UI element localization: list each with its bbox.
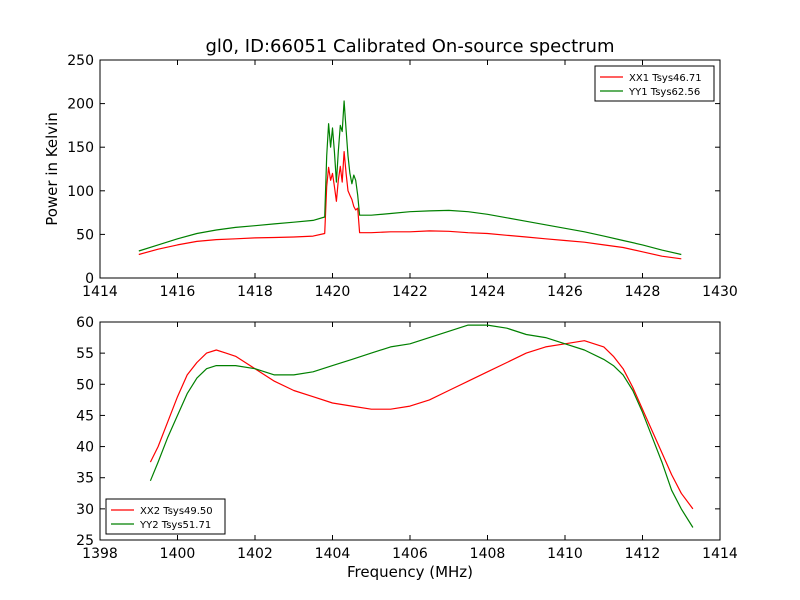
series-line-yy1 — [138, 100, 682, 256]
x-tick-label: 1410 — [547, 546, 583, 562]
x-tick-label: 1422 — [392, 284, 428, 300]
top-plot: 1414 1416 1418 1420 1422 1424 1426 1428 1430 0 50 1… — [67, 53, 738, 300]
legend-label: YY1 Tsys62.56 — [628, 87, 700, 98]
x-tick-label: 1424 — [470, 284, 506, 300]
bottom-plot: 1398 1400 1402 1404 1406 1408 1410 1412 1414 25 30… — [76, 315, 738, 562]
x-tick-label: 1400 — [160, 546, 196, 562]
x-axis-label: Frequency (MHz) — [347, 563, 473, 581]
y-tick-label: 35 — [76, 471, 94, 487]
y-tick-label: 250 — [67, 53, 94, 69]
y-tick-label: 150 — [67, 140, 94, 156]
y-tick-label: 50 — [76, 227, 94, 243]
x-tick-label: 1414 — [702, 546, 738, 562]
series-line-yy2 — [149, 324, 694, 528]
legend: XX2 Tsys49.50 YY2 Tsys51.71 — [105, 498, 226, 535]
x-tick-label: 1416 — [160, 284, 196, 300]
legend-box — [594, 65, 715, 102]
y-tick-label: 55 — [76, 346, 94, 362]
x-tick-label: 1412 — [625, 546, 661, 562]
y-tick-label: 30 — [76, 502, 94, 518]
y-tick-label: 25 — [76, 533, 94, 549]
series-line-xx1 — [138, 151, 682, 260]
y-tick-label: 40 — [76, 440, 94, 456]
legend-label: XX1 Tsys46.71 — [629, 73, 702, 84]
legend-label: YY2 Tsys51.71 — [139, 520, 211, 531]
y-tick-label: 200 — [67, 97, 94, 113]
y-axis-label: Power in Kelvin — [43, 112, 61, 226]
x-tick-label: 1402 — [237, 546, 273, 562]
x-tick-label: 1406 — [392, 546, 428, 562]
x-tick-label: 1404 — [315, 546, 351, 562]
y-tick-label: 50 — [76, 377, 94, 393]
x-tick-label: 1426 — [547, 284, 583, 300]
x-tick-label: 1428 — [625, 284, 661, 300]
y-tick-label: 0 — [85, 271, 94, 287]
series-line-xx2 — [149, 340, 694, 510]
x-tick-label: 1398 — [82, 546, 118, 562]
x-tick-label: 1420 — [315, 284, 351, 300]
legend-box — [105, 498, 226, 535]
legend-label: XX2 Tsys49.50 — [140, 506, 213, 517]
x-tick-label: 1418 — [237, 284, 273, 300]
y-tick-label: 60 — [76, 315, 94, 331]
chart-title: gl0, ID:66051 Calibrated On-source spect… — [205, 36, 614, 57]
x-tick-label: 1430 — [702, 284, 738, 300]
x-tick-label: 1408 — [470, 546, 506, 562]
x-tick-label: 1414 — [82, 284, 118, 300]
y-tick-label: 45 — [76, 408, 94, 424]
y-tick-label: 100 — [67, 184, 94, 200]
legend: XX1 Tsys46.71 YY1 Tsys62.56 — [594, 65, 715, 102]
